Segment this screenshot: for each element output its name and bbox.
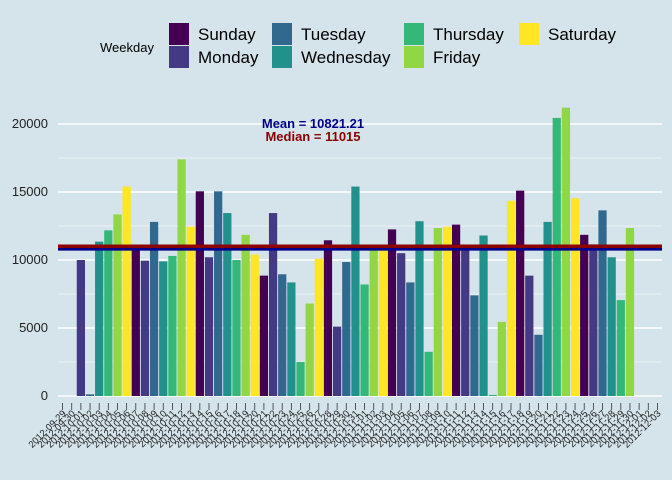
bar	[488, 394, 497, 396]
bar	[186, 226, 195, 396]
bar	[543, 221, 552, 396]
y-tick-label: 0	[41, 388, 48, 403]
legend-title: Weekday	[100, 40, 154, 55]
bar	[232, 260, 241, 396]
bar	[406, 282, 415, 396]
bar	[415, 221, 424, 396]
bar	[424, 351, 433, 396]
legend: Weekday Sunday Monday Tuesday Wednesday Thur…	[100, 23, 617, 68]
y-tick-label: 20000	[12, 116, 48, 131]
bar	[113, 214, 122, 396]
bar	[314, 258, 323, 396]
stat-annotations: Mean = 10821.21 Median = 11015	[262, 116, 364, 144]
bar	[561, 107, 571, 397]
median-value: 11015	[325, 129, 360, 144]
bar	[442, 226, 452, 396]
bar	[497, 321, 506, 396]
bar	[268, 213, 278, 396]
bar	[278, 274, 287, 396]
legend-swatch-monday	[169, 46, 189, 68]
y-tick-label: 10000	[12, 252, 48, 267]
bar	[607, 257, 616, 396]
bar	[351, 186, 360, 396]
legend-swatch-wednesday	[272, 46, 292, 68]
bar	[149, 221, 159, 396]
legend-swatch-sunday	[169, 23, 189, 45]
bar	[625, 228, 635, 396]
bar	[305, 303, 314, 396]
y-tick-label: 5000	[19, 320, 48, 335]
bars	[76, 107, 635, 397]
bar	[616, 300, 625, 396]
bar	[479, 235, 488, 396]
bar	[259, 275, 269, 396]
y-axis: 0 5000 10000 15000 20000	[12, 116, 48, 403]
bar	[177, 159, 186, 396]
bar	[95, 241, 104, 396]
bar	[433, 228, 442, 396]
bar	[552, 117, 561, 396]
legend-label-monday: Monday	[198, 48, 259, 67]
legend-label-friday: Friday	[433, 48, 481, 67]
x-axis: 2012-09-292012-09-302012-10-012012-10-02…	[27, 403, 664, 450]
legend-label-sunday: Sunday	[198, 25, 256, 44]
bar	[214, 191, 223, 396]
bar	[195, 191, 204, 396]
bar	[516, 190, 525, 396]
bar	[85, 394, 95, 396]
bar	[250, 254, 259, 396]
median-label: Median =	[265, 129, 325, 144]
bar	[287, 282, 296, 396]
bar	[360, 284, 369, 396]
legend-label-tuesday: Tuesday	[301, 25, 366, 44]
bar	[470, 295, 479, 396]
legend-swatch-friday	[404, 46, 424, 68]
bar	[589, 244, 598, 396]
bar	[598, 210, 607, 396]
mean-value: 10821.21	[310, 116, 364, 131]
median-annotation: Median = 11015	[265, 129, 360, 144]
bar	[461, 249, 470, 396]
legend-swatch-saturday	[519, 23, 539, 45]
bar	[570, 198, 580, 396]
bar	[296, 362, 305, 396]
bar	[241, 234, 250, 396]
bar	[525, 275, 534, 396]
legend-label-saturday: Saturday	[548, 25, 617, 44]
bar	[369, 250, 378, 396]
bar	[378, 247, 387, 396]
mean-annotation: Mean = 10821.21	[262, 116, 364, 131]
bar	[76, 260, 85, 396]
grid-lines	[58, 123, 662, 397]
bar	[223, 213, 232, 396]
legend-label-thursday: Thursday	[433, 25, 504, 44]
bar	[204, 257, 214, 396]
bar	[333, 326, 342, 396]
bar	[131, 247, 140, 396]
y-tick-label: 15000	[12, 184, 48, 199]
bar	[387, 229, 397, 396]
bar	[397, 253, 406, 396]
bar	[451, 224, 461, 396]
bar	[342, 262, 351, 396]
bar	[122, 186, 131, 396]
bar	[580, 234, 589, 396]
bar	[104, 230, 113, 396]
bar	[506, 200, 516, 396]
bar	[534, 334, 543, 396]
mean-label: Mean =	[262, 116, 310, 131]
legend-swatch-thursday	[404, 23, 424, 45]
bar	[323, 240, 333, 396]
stat-lines	[58, 244, 662, 251]
bar	[159, 261, 168, 396]
bar	[168, 255, 177, 396]
bar	[140, 260, 150, 396]
legend-swatch-tuesday	[272, 23, 292, 45]
legend-label-wednesday: Wednesday	[301, 48, 391, 67]
